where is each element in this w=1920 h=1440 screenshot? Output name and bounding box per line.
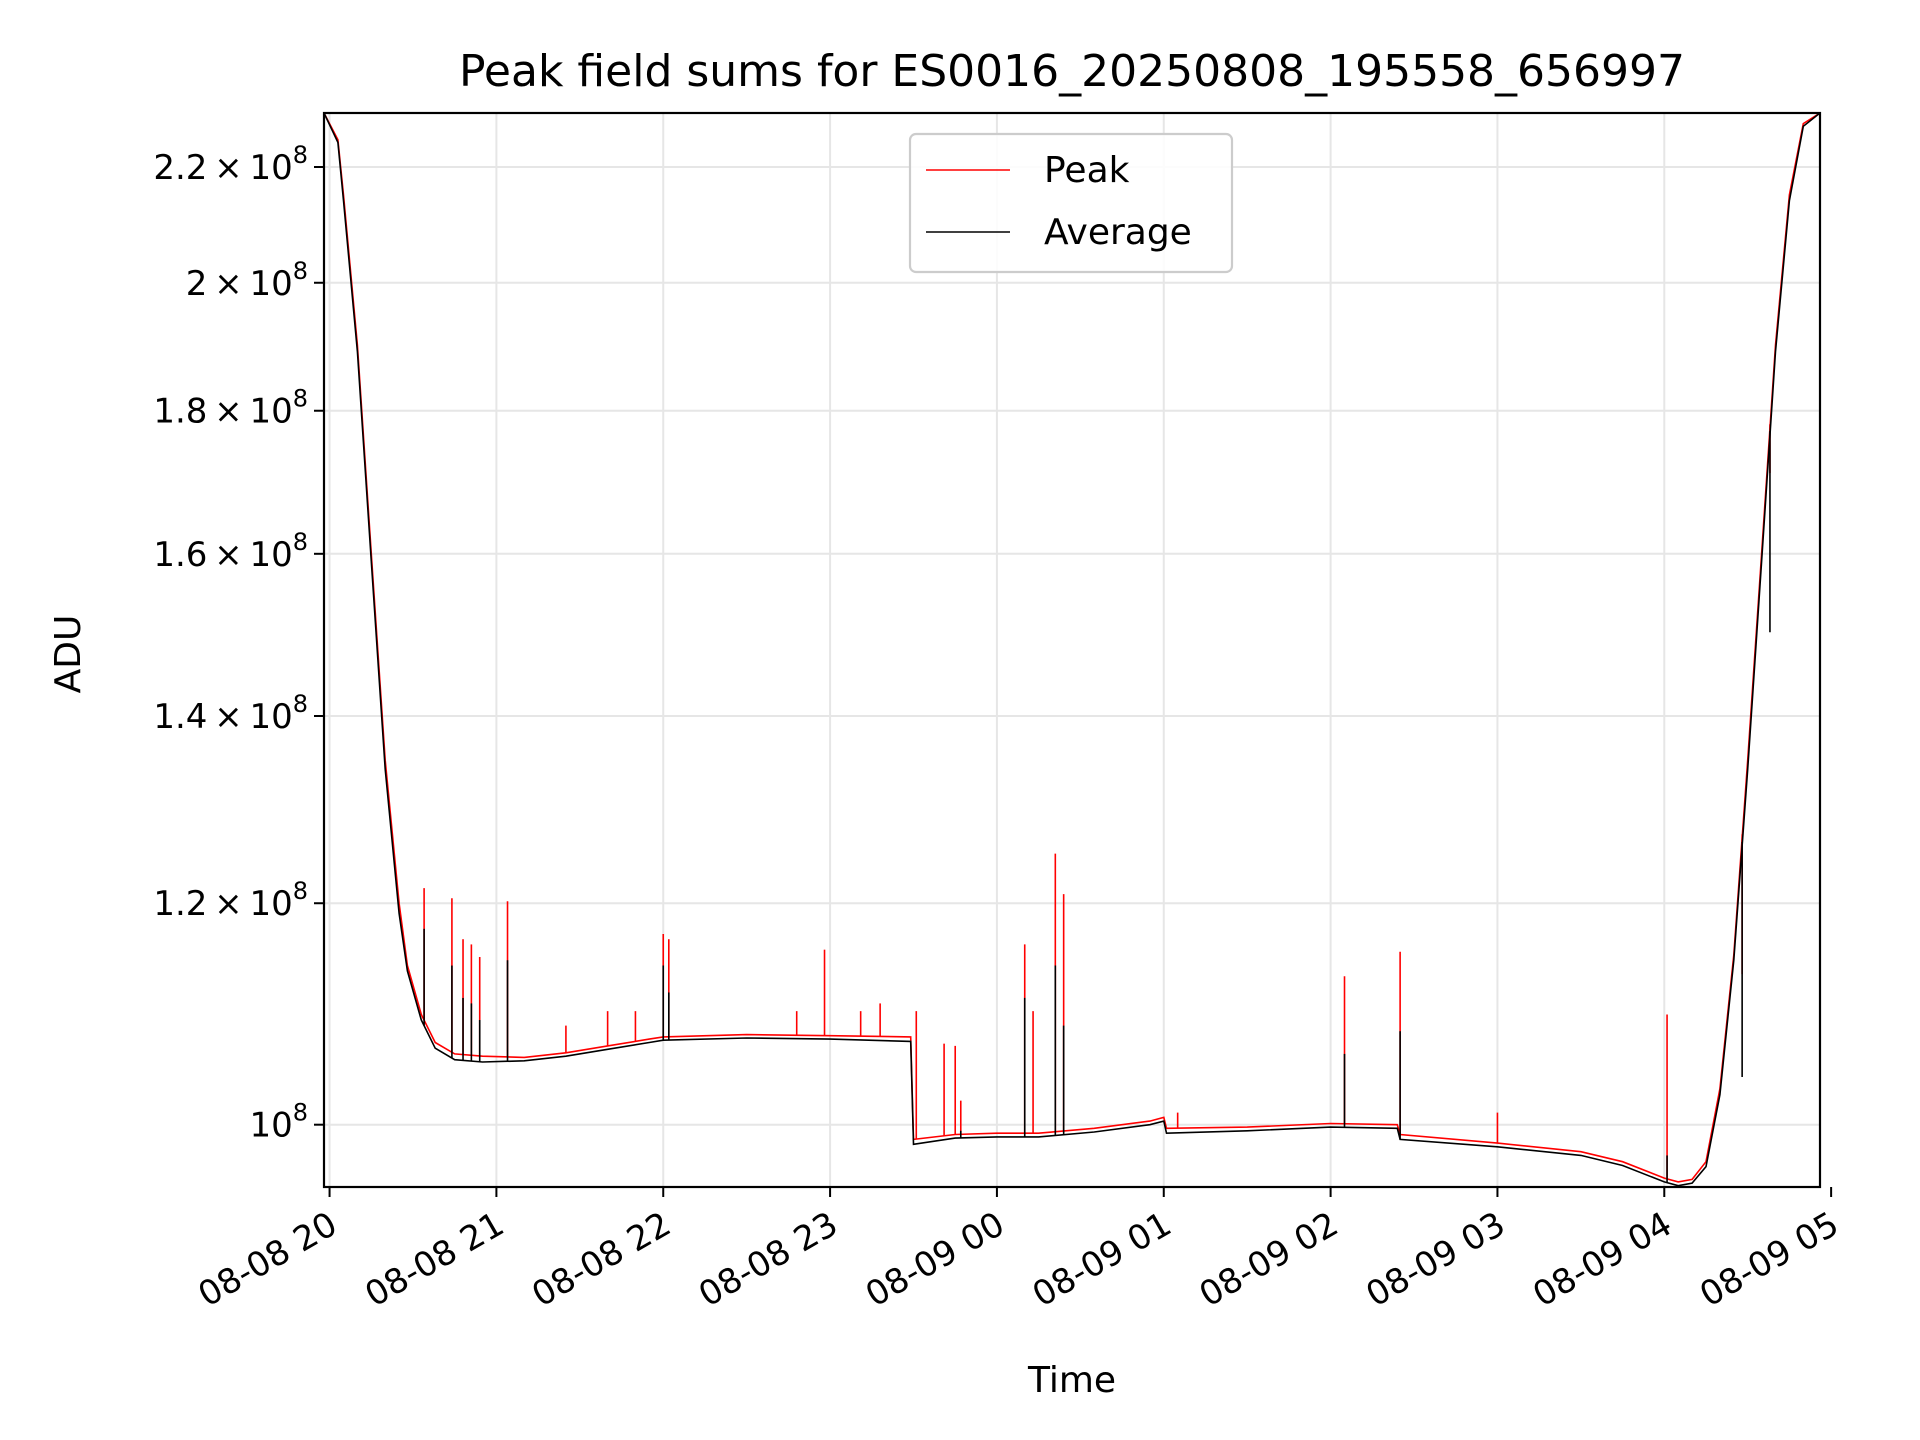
y-tick-label: 1.6 × 108 [153,528,308,575]
y-tick-label: 1.8 × 108 [153,385,308,432]
legend-label-peak: Peak [1044,150,1130,191]
x-axis-label: Time [1027,1360,1116,1401]
y-tick-label: 1.2 × 108 [153,877,308,924]
y-tick-label: 2 × 108 [186,257,308,304]
grid-lines [324,113,1820,1187]
y-tick-label: 1.4 × 108 [153,690,308,737]
legend-box [908,132,1234,274]
chart-title: Peak field sums for ES0016_20250808_1955… [459,46,1685,97]
legend-label-average: Average [1044,212,1192,253]
plot-area [323,112,1821,1187]
series-line-average [323,112,1821,1187]
series-line-peak [323,112,1821,1183]
legend: Peak Average [908,132,1234,274]
plot-frame [322,111,1822,1189]
y-axis-label: ADU [48,615,89,694]
y-tick-label: 2.2 × 108 [153,141,308,188]
